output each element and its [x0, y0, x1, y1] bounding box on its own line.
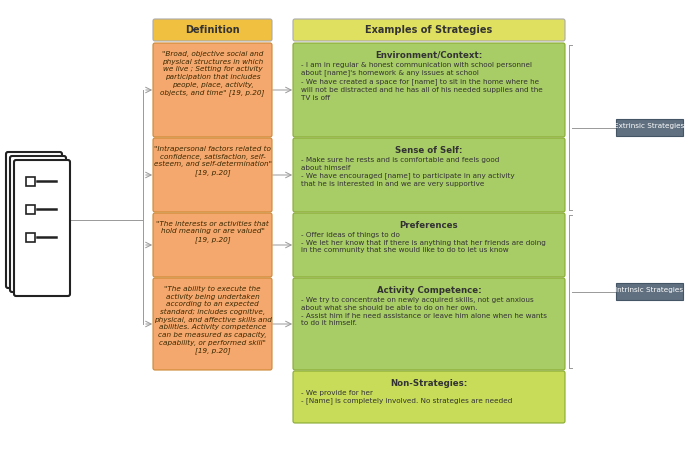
Text: Non-Strategies:: Non-Strategies:	[391, 378, 468, 387]
FancyBboxPatch shape	[153, 139, 272, 213]
Text: "The interests or activities that
hold meaning or are valued"
[19, p.20]: "The interests or activities that hold m…	[156, 220, 269, 242]
Text: "Broad, objective social and
physical structures in which
we live ; Setting for : "Broad, objective social and physical st…	[160, 51, 265, 96]
Text: Intrinsic Strategies: Intrinsic Strategies	[615, 286, 684, 292]
FancyBboxPatch shape	[293, 44, 565, 138]
FancyBboxPatch shape	[6, 153, 62, 288]
FancyBboxPatch shape	[293, 371, 565, 423]
FancyBboxPatch shape	[153, 279, 272, 370]
Text: - We try to concentrate on newly acquired skills, not get anxious
about what she: - We try to concentrate on newly acquire…	[301, 297, 547, 325]
Text: - I am in regular & honest communication with school personnel
about [name]'s ho: - I am in regular & honest communication…	[301, 62, 543, 100]
FancyBboxPatch shape	[616, 120, 683, 137]
FancyBboxPatch shape	[10, 157, 66, 292]
FancyBboxPatch shape	[26, 177, 35, 187]
FancyBboxPatch shape	[14, 161, 70, 297]
Text: Examples of Strategies: Examples of Strategies	[366, 25, 493, 35]
FancyBboxPatch shape	[26, 233, 35, 243]
Text: Definition: Definition	[185, 25, 240, 35]
Text: "Intrapersonal factors related to
confidence, satisfaction, self-
esteem, and se: "Intrapersonal factors related to confid…	[153, 146, 271, 175]
Text: "The ability to execute the
activity being undertaken
according to an expected
s: "The ability to execute the activity bei…	[154, 285, 271, 353]
Text: - Make sure he rests and is comfortable and feels good
about himself
- We have e: - Make sure he rests and is comfortable …	[301, 157, 515, 187]
Text: Activity Competence:: Activity Competence:	[377, 285, 482, 294]
Text: Preferences: Preferences	[400, 220, 458, 230]
FancyBboxPatch shape	[153, 44, 272, 138]
Text: Sense of Self:: Sense of Self:	[395, 146, 463, 155]
FancyBboxPatch shape	[153, 213, 272, 277]
Text: Environment/Context:: Environment/Context:	[375, 51, 482, 60]
FancyBboxPatch shape	[26, 205, 35, 215]
FancyBboxPatch shape	[616, 283, 683, 300]
FancyBboxPatch shape	[153, 20, 272, 42]
Text: - Offer ideas of things to do
- We let her know that if there is anything that h: - Offer ideas of things to do - We let h…	[301, 231, 546, 253]
Text: Extrinsic Strategies: Extrinsic Strategies	[614, 123, 684, 129]
FancyBboxPatch shape	[293, 213, 565, 277]
FancyBboxPatch shape	[293, 279, 565, 370]
Text: - We provide for her
- [Name] is completely involved. No strategies are needed: - We provide for her - [Name] is complet…	[301, 389, 513, 403]
FancyBboxPatch shape	[293, 139, 565, 213]
FancyBboxPatch shape	[293, 20, 565, 42]
